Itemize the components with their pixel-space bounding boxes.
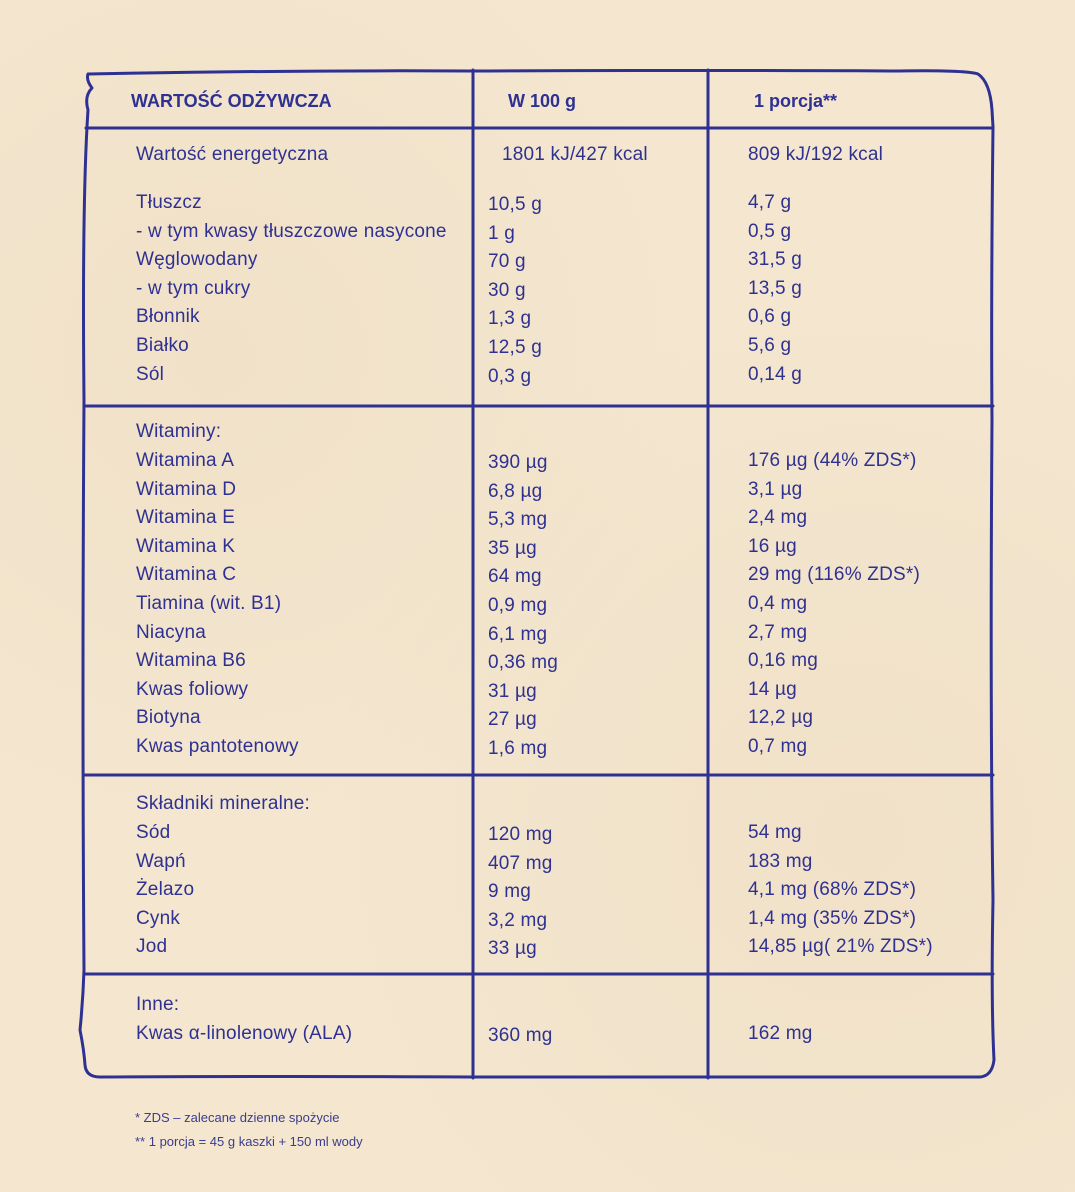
row-value-per100: 6,8 µg <box>488 481 543 502</box>
row-value-portion: 31,5 g <box>748 249 803 270</box>
row-label: Błonnik <box>136 306 200 327</box>
row-value-portion: 12,2 µg <box>748 707 814 728</box>
header-nutrition: WARTOŚĆ ODŻYWCZA <box>131 91 332 111</box>
row-value-per100: 0,9 mg <box>488 595 548 616</box>
row-value-per100: 1,6 mg <box>488 738 548 759</box>
energy-per100: 1801 kJ/427 kcal <box>502 144 648 165</box>
energy-portion: 809 kJ/192 kcal <box>748 144 884 165</box>
row-value-per100: 1,3 g <box>488 308 532 329</box>
row-value-portion: 4,7 g <box>748 192 792 213</box>
row-label: Witamina E <box>136 507 236 528</box>
row-value-portion: 176 µg (44% ZDS*) <box>748 450 917 471</box>
rule-vitamins <box>82 773 995 777</box>
row-value-per100: 31 µg <box>488 681 537 702</box>
row-value-per100: 6,1 mg <box>488 624 548 645</box>
row-value-per100: 33 µg <box>488 938 537 959</box>
row-value-portion: 162 mg <box>748 1023 813 1044</box>
frame-outline <box>78 69 996 1079</box>
row-value-per100: 70 g <box>488 251 526 272</box>
row-value-portion: 183 mg <box>748 851 813 872</box>
row-value-portion: 0,7 mg <box>748 736 808 757</box>
row-label: Sól <box>136 364 165 385</box>
row-label: Kwas foliowy <box>136 679 249 700</box>
row-value-per100: 27 µg <box>488 709 537 730</box>
row-value-portion: 2,4 mg <box>748 507 808 528</box>
footnote-zds: * ZDS – zalecane dzienne spożycie <box>135 1110 340 1125</box>
footnote-portion: ** 1 porcja = 45 g kaszki + 150 ml wody <box>135 1134 363 1149</box>
row-label: Tiamina (wit. B1) <box>136 593 282 614</box>
row-label: - w tym cukry <box>136 278 251 299</box>
row-label: - w tym kwasy tłuszczowe nasycone <box>136 221 447 242</box>
row-value-portion: 4,1 mg (68% ZDS*) <box>748 879 917 900</box>
row-value-per100: 9 mg <box>488 881 532 902</box>
section-title-other: Inne: <box>136 994 180 1015</box>
row-label: Witamina B6 <box>136 650 246 671</box>
row-label: Białko <box>136 335 189 356</box>
energy-label: Wartość energetyczna <box>136 144 329 165</box>
row-label: Witamina K <box>136 536 236 557</box>
section-title-vitamins: Witaminy: <box>136 421 222 442</box>
row-value-per100: 12,5 g <box>488 337 543 358</box>
row-value-portion: 13,5 g <box>748 278 803 299</box>
row-value-portion: 0,4 mg <box>748 593 808 614</box>
row-label: Biotyna <box>136 707 201 728</box>
row-label: Tłuszcz <box>136 192 202 213</box>
row-value-per100: 1 g <box>488 223 516 244</box>
row-value-portion: 54 mg <box>748 822 802 843</box>
row-value-per100: 30 g <box>488 280 526 301</box>
row-label: Węglowodany <box>136 249 258 270</box>
row-label: Witamina A <box>136 450 235 471</box>
row-value-per100: 0,3 g <box>488 366 532 387</box>
row-value-portion: 1,4 mg (35% ZDS*) <box>748 908 917 929</box>
header-rule <box>84 126 995 130</box>
row-label: Cynk <box>136 908 181 929</box>
row-value-per100: 35 µg <box>488 538 537 559</box>
row-value-per100: 0,36 mg <box>488 652 559 673</box>
row-value-per100: 5,3 mg <box>488 509 548 530</box>
row-value-per100: 64 mg <box>488 566 542 587</box>
row-label: Sód <box>136 822 171 843</box>
row-label: Witamina D <box>136 479 237 500</box>
row-label: Wapń <box>136 851 186 872</box>
row-value-portion: 3,1 µg <box>748 479 803 500</box>
header-per-100g: W 100 g <box>508 91 577 111</box>
row-value-per100: 10,5 g <box>488 194 543 215</box>
row-value-portion: 0,16 mg <box>748 650 819 671</box>
row-value-per100: 360 mg <box>488 1025 553 1046</box>
rule-minerals <box>82 972 995 976</box>
section-title-minerals: Składniki mineralne: <box>136 793 311 814</box>
row-value-portion: 14 µg <box>748 679 797 700</box>
row-value-portion: 16 µg <box>748 536 797 557</box>
row-label: Jod <box>136 936 168 957</box>
row-label: Witamina C <box>136 564 237 585</box>
row-value-portion: 0,5 g <box>748 221 792 242</box>
row-value-portion: 2,7 mg <box>748 622 808 643</box>
row-value-per100: 3,2 mg <box>488 910 548 931</box>
row-value-portion: 0,6 g <box>748 306 792 327</box>
row-value-per100: 390 µg <box>488 452 548 473</box>
row-value-portion: 29 mg (116% ZDS*) <box>748 564 920 585</box>
header-portion: 1 porcja** <box>754 91 838 111</box>
row-value-per100: 120 mg <box>488 824 553 845</box>
rule-macros <box>82 404 995 408</box>
row-value-portion: 0,14 g <box>748 364 803 385</box>
row-label: Żelazo <box>136 879 195 900</box>
row-value-per100: 407 mg <box>488 853 553 874</box>
row-label: Kwas pantotenowy <box>136 736 299 757</box>
row-label: Kwas α-linolenowy (ALA) <box>136 1023 353 1044</box>
row-value-portion: 5,6 g <box>748 335 792 356</box>
row-value-portion: 14,85 µg( 21% ZDS*) <box>748 936 933 957</box>
row-label: Niacyna <box>136 622 207 643</box>
